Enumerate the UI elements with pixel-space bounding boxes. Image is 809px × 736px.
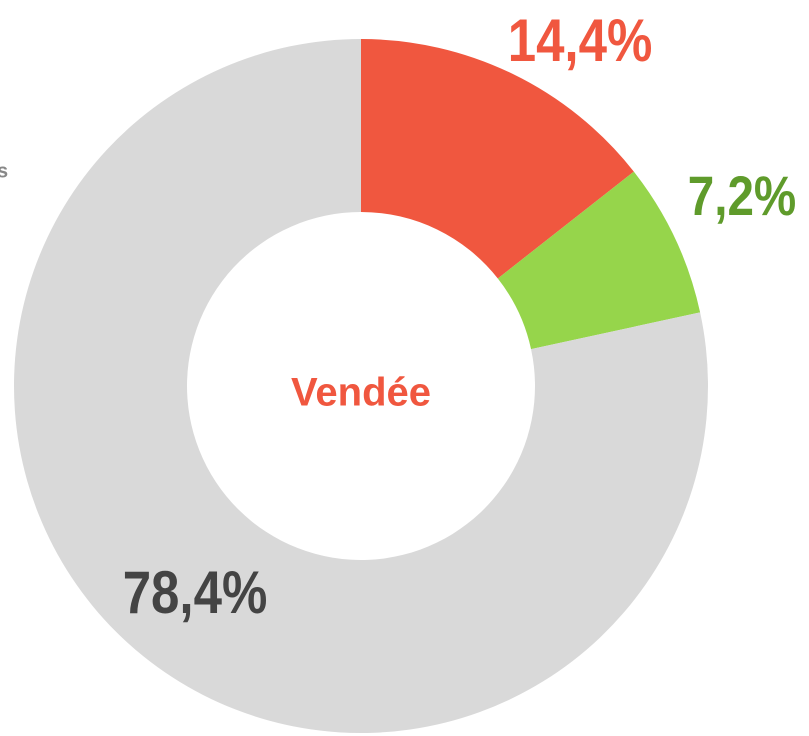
value-label: 78,4%	[123, 559, 268, 626]
value-label: 7,2%	[688, 165, 796, 227]
donut-slice	[361, 39, 634, 279]
donut	[13, 39, 708, 733]
donut-slice	[497, 171, 701, 350]
cropped-annotation: s	[0, 160, 8, 182]
value-label: 14,4%	[508, 7, 653, 74]
donut-slice	[13, 39, 708, 733]
center-label: Vendée	[291, 371, 431, 415]
